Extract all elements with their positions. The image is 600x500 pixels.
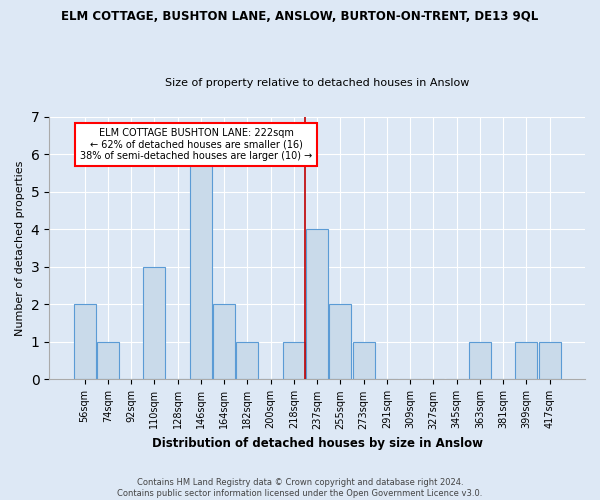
Bar [143,267,166,380]
Bar [329,304,352,380]
Y-axis label: Number of detached properties: Number of detached properties [15,160,25,336]
Text: ELM COTTAGE BUSHTON LANE: 222sqm
← 62% of detached houses are smaller (16)
38% o: ELM COTTAGE BUSHTON LANE: 222sqm ← 62% o… [80,128,312,161]
Bar [283,342,305,380]
Bar [469,342,491,380]
X-axis label: Distribution of detached houses by size in Anslow: Distribution of detached houses by size … [152,437,482,450]
Title: Size of property relative to detached houses in Anslow: Size of property relative to detached ho… [165,78,469,88]
Bar [306,229,328,380]
Text: ELM COTTAGE, BUSHTON LANE, ANSLOW, BURTON-ON-TRENT, DE13 9QL: ELM COTTAGE, BUSHTON LANE, ANSLOW, BURTO… [61,10,539,23]
Bar [97,342,119,380]
Bar [539,342,560,380]
Text: Contains HM Land Registry data © Crown copyright and database right 2024.
Contai: Contains HM Land Registry data © Crown c… [118,478,482,498]
Bar [353,342,374,380]
Bar [213,304,235,380]
Bar [74,304,95,380]
Bar [515,342,538,380]
Bar [190,154,212,380]
Bar [236,342,259,380]
